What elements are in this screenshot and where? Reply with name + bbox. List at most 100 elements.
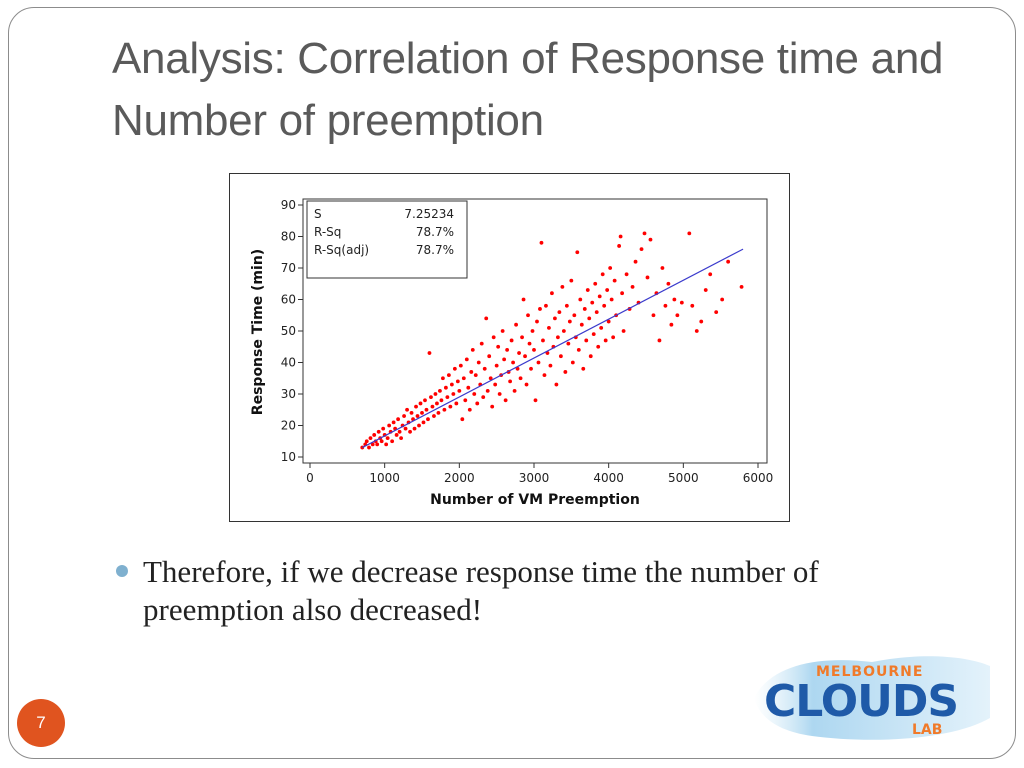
data-point <box>581 366 586 371</box>
data-point <box>593 281 598 286</box>
data-point <box>500 329 505 333</box>
data-point <box>672 297 677 302</box>
data-point <box>597 294 602 299</box>
data-point <box>544 303 548 308</box>
data-point <box>441 376 445 381</box>
data-point <box>585 288 590 292</box>
data-point <box>535 319 539 324</box>
data-point <box>570 360 575 365</box>
data-point <box>472 392 477 396</box>
data-point <box>579 322 584 327</box>
data-point <box>469 370 474 374</box>
data-point <box>588 354 593 359</box>
stats-label-rsq-adj: R-Sq(adj) <box>314 243 369 257</box>
data-point <box>475 401 480 406</box>
bullet-text: Therefore, if we decrease response time … <box>143 554 819 627</box>
data-point <box>594 310 599 314</box>
data-point <box>390 439 395 444</box>
data-point <box>420 411 424 415</box>
data-point <box>529 366 533 371</box>
data-point <box>553 316 557 321</box>
data-point <box>694 329 699 333</box>
stats-box-frame <box>306 200 468 279</box>
data-point <box>526 313 530 318</box>
data-point <box>372 433 377 437</box>
data-point <box>426 417 430 422</box>
data-point <box>397 429 402 434</box>
data-point <box>514 322 518 327</box>
data-point <box>533 398 538 403</box>
data-point <box>517 351 521 355</box>
data-point <box>521 297 526 302</box>
data-point <box>618 234 623 239</box>
data-point <box>596 344 601 349</box>
data-point <box>466 385 471 390</box>
data-point <box>518 376 523 381</box>
y-axis-label: Response Time (min) <box>250 249 266 415</box>
data-point <box>508 379 513 384</box>
data-point <box>602 303 607 308</box>
data-point <box>645 275 650 280</box>
data-point <box>442 407 447 412</box>
data-point <box>381 426 386 431</box>
data-point <box>384 442 389 447</box>
data-point <box>405 407 409 412</box>
data-point <box>563 370 568 374</box>
data-point <box>633 259 638 264</box>
y-tick-label: 70 <box>281 261 296 275</box>
melbourne-clouds-lab-logo: MELBOURNE CLOUDS LAB <box>754 656 990 740</box>
data-point <box>376 429 381 434</box>
data-point <box>569 278 574 283</box>
x-tick-label: 5000 <box>668 471 699 485</box>
data-point <box>708 272 713 277</box>
data-point <box>505 348 510 352</box>
data-point <box>509 338 514 343</box>
data-point <box>739 285 744 289</box>
data-point <box>512 388 517 393</box>
data-point <box>558 354 563 359</box>
data-point <box>473 373 478 377</box>
data-point <box>564 303 569 308</box>
data-point <box>418 401 423 406</box>
x-tick-label: 1000 <box>369 471 400 485</box>
data-point <box>524 382 529 387</box>
data-point <box>642 231 647 236</box>
data-point <box>467 407 472 412</box>
data-point <box>484 316 489 321</box>
data-point <box>660 266 665 270</box>
data-point <box>488 376 493 381</box>
data-point <box>599 325 604 330</box>
x-tick-label: 4000 <box>593 471 624 485</box>
data-point <box>541 338 545 343</box>
data-point <box>532 348 536 352</box>
data-point <box>391 420 396 425</box>
data-point <box>621 329 626 333</box>
logo-text-lab: LAB <box>912 722 942 738</box>
data-point <box>530 329 535 333</box>
data-point <box>720 297 725 302</box>
scatter-chart-svg: 10 20 30 40 50 60 70 80 90 0 1000 2000 3000 4000 5000… <box>250 198 773 508</box>
data-point <box>438 388 442 393</box>
data-point <box>520 335 524 340</box>
data-point <box>370 442 375 447</box>
data-point <box>609 297 614 302</box>
data-point <box>675 313 680 318</box>
data-point <box>714 310 719 314</box>
x-tick-label: 0 <box>306 471 314 485</box>
data-point <box>414 404 418 409</box>
data-point <box>651 313 656 318</box>
data-point <box>424 407 429 412</box>
data-point <box>679 300 684 305</box>
data-point <box>620 291 625 296</box>
data-point <box>379 439 384 444</box>
data-point <box>455 379 460 384</box>
data-point <box>496 344 501 349</box>
data-point <box>666 281 671 286</box>
data-point <box>538 307 542 311</box>
data-point <box>432 414 436 418</box>
data-point <box>375 442 380 447</box>
slide-title: Analysis: Correlation of Response time a… <box>112 34 944 145</box>
data-point <box>464 357 469 362</box>
data-point <box>454 401 459 406</box>
data-point <box>663 303 668 308</box>
